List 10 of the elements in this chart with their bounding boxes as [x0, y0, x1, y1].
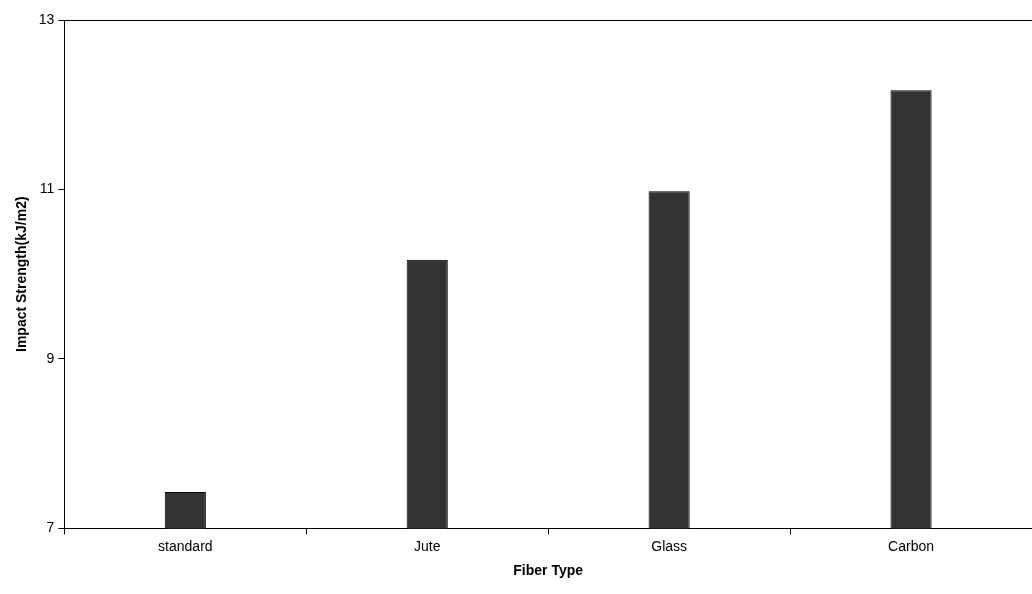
y-tick-label: 9: [46, 349, 55, 366]
y-axis-title: Impact Strength(kJ/m2): [13, 196, 30, 352]
x-tick-label: Glass: [651, 537, 688, 554]
y-tick-label: 13: [38, 10, 55, 27]
x-tick-label: Carbon: [888, 537, 935, 554]
x-tick-label: standard: [158, 537, 213, 554]
x-axis-title: Fiber Type: [513, 562, 584, 579]
x-tick-label: Jute: [414, 537, 441, 554]
y-tick-label: 7: [46, 519, 55, 536]
y-tick-label: 11: [39, 180, 55, 197]
